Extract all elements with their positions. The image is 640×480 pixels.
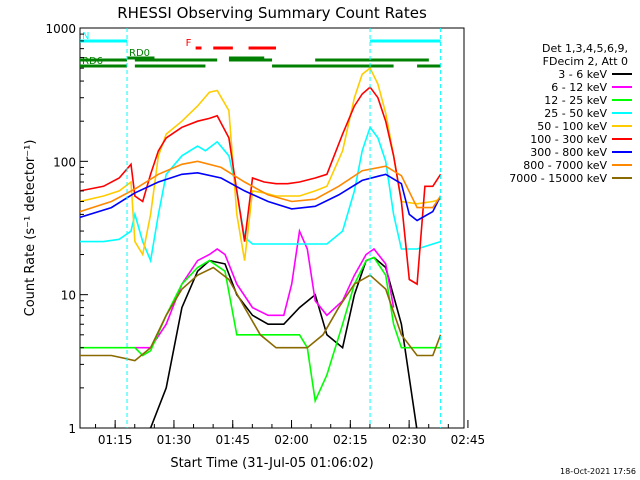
- x-tick-label-01-45: 01:45: [215, 433, 250, 447]
- y-tick-label-1: 1: [68, 422, 76, 436]
- chart-title: RHESSI Observing Summary Count Rates: [117, 4, 427, 22]
- legend-label-50-100-kev: 50 - 100 keV: [537, 120, 607, 133]
- legend-label-6-12-kev: 6 - 12 keV: [551, 81, 607, 94]
- legend: Det 1,3,4,5,6,9,FDecim 2, Att 03 - 6 keV…: [509, 42, 632, 185]
- x-tick-label-02-45: 02:45: [451, 433, 486, 447]
- annotation-label-n: N: [82, 31, 89, 42]
- annotation-label-f: F: [186, 38, 192, 49]
- legend-label-12-25-kev: 12 - 25 keV: [544, 94, 607, 107]
- series-7000-15000-kev: [80, 266, 442, 362]
- series-100-300-kev: [80, 86, 442, 286]
- series-layer: [80, 66, 442, 428]
- x-tick-label-02-00: 02:00: [274, 433, 309, 447]
- series-300-800-kev: [80, 171, 442, 222]
- x-tick-label-01-30: 01:30: [157, 433, 192, 447]
- y-axis-label: Count Rate (s⁻¹ detector⁻¹): [23, 140, 38, 317]
- x-tick-label-02-30: 02:30: [392, 433, 427, 447]
- axis-layer: 01:15 01:30 01:45 02:00 02:15 02:30 02:45 1 10 10…: [45, 22, 485, 447]
- annotation-label-rd0: RD0: [129, 48, 150, 59]
- legend-label-3-6-kev: 3 - 6 keV: [558, 68, 607, 81]
- series-800-7000-kev: [80, 160, 442, 213]
- plot-frame: [79, 27, 465, 429]
- series-25-50-kev: [80, 125, 441, 264]
- legend-label-100-300-kev: 100 - 300 keV: [530, 133, 607, 146]
- y-tick-label-100: 100: [53, 155, 76, 169]
- legend-label-25-50-kev: 25 - 50 keV: [544, 107, 607, 120]
- y-tick-label-10: 10: [61, 289, 76, 303]
- annotation-layer: NFRD0RD6: [80, 28, 442, 428]
- legend-label-300-800-kev: 300 - 800 keV: [530, 146, 607, 159]
- x-tick-label-02-15: 02:15: [333, 433, 368, 447]
- y-tick-label-1000: 1000: [45, 22, 76, 36]
- x-axis-label: Start Time (31-Jul-05 01:06:02): [170, 456, 373, 471]
- x-tick-label-01-15: 01:15: [98, 433, 133, 447]
- legend-label-800-7000-kev: 800 - 7000 keV: [523, 159, 607, 172]
- series-6-12-kev: [134, 228, 395, 349]
- series-12-25-kev: [80, 256, 441, 404]
- legend-header-0: Det 1,3,4,5,6,9,: [542, 42, 628, 55]
- series-50-100-kev: [80, 66, 441, 261]
- timestamp: 18-Oct-2021 17:56: [560, 467, 636, 476]
- legend-header-1: FDecim 2, Att 0: [543, 55, 628, 68]
- legend-label-7000-15000-kev: 7000 - 15000 keV: [509, 172, 607, 185]
